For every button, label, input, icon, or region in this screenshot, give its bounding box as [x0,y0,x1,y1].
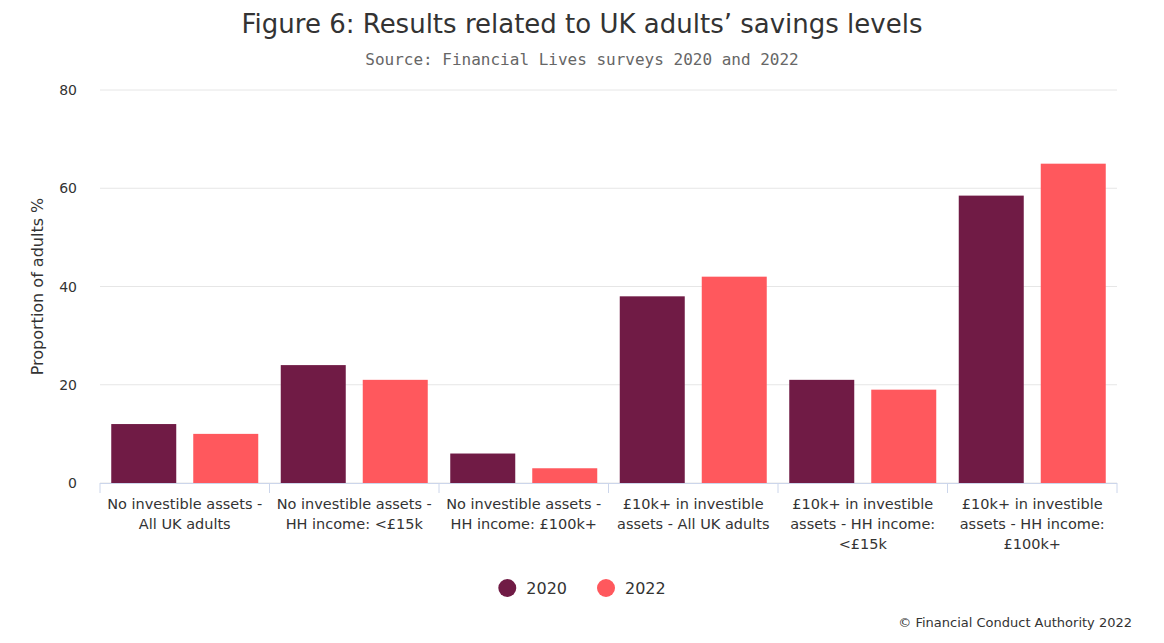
y-tick-label: 40 [59,279,77,295]
bar [532,468,597,483]
x-tick-label-line: <£15k [839,536,888,552]
bar [620,296,685,483]
legend-marker [498,579,516,597]
credit: © Financial Conduct Authority 2022 [898,615,1132,630]
y-tick-label: 20 [59,377,77,393]
x-tick-label-line: HH income: £100k+ [451,516,597,532]
x-tick [947,483,948,493]
bar [959,196,1024,483]
bar [281,365,346,483]
chart: Figure 6: Results related to UK adults’ … [0,0,1164,643]
x-tick-label-line: No investible assets - [277,496,432,512]
x-tick [1117,483,1118,493]
background [0,0,1164,643]
x-tick-label-line: £100k+ [1004,536,1061,552]
legend-marker [597,579,615,597]
x-tick [778,483,779,493]
title: Figure 6: Results related to UK adults’ … [242,9,923,39]
legend-label: 2020 [526,579,567,598]
y-tick-label: 0 [68,475,77,491]
x-tick-label: No investible assets - All UK adults [107,496,262,532]
y-tick-label: 60 [59,180,77,196]
bar [1041,164,1106,483]
bar [789,380,854,483]
bar [450,454,515,483]
x-tick-label: £10k+ in investible assets - HH income: <£… [790,496,935,552]
grid-line [100,90,1117,91]
x-tick-label-line: All UK adults [139,516,231,532]
x-tick [100,483,101,493]
bar [193,434,258,483]
x-tick [269,483,270,493]
y-tick-label: 80 [59,82,77,98]
x-tick-label-line: No investible assets - [446,496,601,512]
x-tick-label-line: £10k+ in investible [792,496,933,512]
x-tick-label-line: £10k+ in investible [623,496,764,512]
x-tick [608,483,609,493]
x-tick-label-line: assets - All UK adults [617,516,769,532]
x-tick [439,483,440,493]
bars [111,164,1106,483]
bar [111,424,176,483]
x-tick-label-line: £10k+ in investible [962,496,1103,512]
x-tick-label: No investible assets - HH income: £100k+ [446,496,601,532]
x-tick-label-line: assets - HH income: [960,516,1105,532]
subtitle: Source: Financial Lives surveys 2020 and… [365,50,798,69]
bar [702,277,767,483]
x-tick-label-line: No investible assets - [107,496,262,512]
bar [363,380,428,483]
x-tick-label: £10k+ in investible assets - All UK adult… [617,496,769,532]
x-tick-label-line: assets - HH income: [790,516,935,532]
x-tick-label: £10k+ in investible assets - HH income: £1… [960,496,1105,552]
bar [871,390,936,483]
grid-line [100,188,1117,189]
y-axis-label: Proportion of adults % [28,198,47,376]
x-tick-label: No investible assets - HH income: <£15k [277,496,432,532]
legend-label: 2022 [625,579,666,598]
x-tick-label-line: HH income: <£15k [286,516,424,532]
